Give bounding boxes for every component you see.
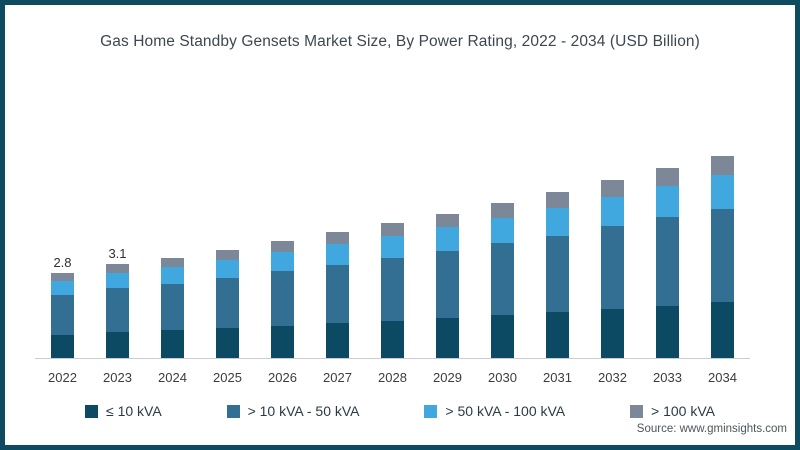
bar-segment <box>51 280 74 295</box>
bar-segment <box>161 267 184 284</box>
bar-column <box>310 128 365 358</box>
x-axis-label: 2032 <box>598 370 627 385</box>
bar-segment <box>106 263 129 273</box>
legend-label: > 100 kVA <box>651 403 715 419</box>
bar-segment <box>271 271 294 326</box>
bar-segment <box>51 294 74 335</box>
legend-item: ≤ 10 kVA <box>85 403 162 419</box>
bar-segment <box>216 250 239 261</box>
x-axis-label: 2025 <box>213 370 242 385</box>
bar-column: 3.1 <box>90 128 145 358</box>
bar-segment <box>326 323 349 358</box>
bar-segment <box>381 235 404 259</box>
bar-segment <box>216 260 239 279</box>
legend-label: > 10 kVA - 50 kVA <box>247 403 360 419</box>
bar-segment <box>601 226 624 310</box>
bar-column <box>255 128 310 358</box>
x-axis-label: 2022 <box>48 370 77 385</box>
bar-segment <box>711 302 734 358</box>
bar-segment <box>106 332 129 358</box>
bar-segment <box>51 272 74 281</box>
bar-value-label: 3.1 <box>108 245 127 261</box>
bar-segment <box>546 312 569 358</box>
x-axis-label: 2034 <box>708 370 737 385</box>
x-axis-label: 2033 <box>653 370 682 385</box>
bar-segment <box>436 318 459 358</box>
bar-segment <box>601 309 624 358</box>
bar-segment <box>656 217 679 306</box>
bar-column: 2.8 <box>35 128 90 358</box>
legend-item: > 100 kVA <box>630 403 715 419</box>
bar-value-label: 2.8 <box>53 254 72 270</box>
bar-segment <box>326 264 349 324</box>
bar-segment <box>51 334 74 358</box>
x-axis-label: 2026 <box>268 370 297 385</box>
legend-label: > 50 kVA - 100 kVA <box>445 403 566 419</box>
bar-segment <box>381 222 404 236</box>
bar-segment <box>436 227 459 252</box>
bar-segment <box>656 185 679 218</box>
x-axis-label: 2027 <box>323 370 352 385</box>
bar-segment <box>271 325 294 358</box>
legend-item: > 50 kVA - 100 kVA <box>424 403 565 419</box>
bar-column <box>420 128 475 358</box>
bar-segment <box>161 283 184 331</box>
bar-column <box>200 128 255 358</box>
x-axis-label: 2023 <box>103 370 132 385</box>
legend-swatch-icon <box>630 404 644 418</box>
bar-column <box>695 128 750 358</box>
bar-segment <box>491 203 514 218</box>
bar-segment <box>491 315 514 358</box>
bar-segment <box>106 288 129 333</box>
bar-segment <box>216 328 239 358</box>
x-axis-label: 2029 <box>433 370 462 385</box>
bar-segment <box>546 192 569 209</box>
bar-segment <box>711 208 734 303</box>
legend-swatch-icon <box>85 404 98 418</box>
bar-segment <box>436 213 459 228</box>
legend-swatch-icon <box>226 404 240 418</box>
bar-segment <box>711 175 734 209</box>
bar-column <box>640 128 695 358</box>
x-axis-label: 2028 <box>378 370 407 385</box>
bar-column <box>530 128 585 358</box>
legend-swatch-icon <box>424 404 438 418</box>
legend-item: > 10 kVA - 50 kVA <box>226 403 360 419</box>
chart-title: Gas Home Standby Gensets Market Size, By… <box>100 33 700 50</box>
bar-segment <box>546 235 569 313</box>
bar-column <box>145 128 200 358</box>
x-axis-label: 2031 <box>543 370 572 385</box>
bar-segment <box>711 155 734 176</box>
bar-segment <box>161 257 184 268</box>
plot-area: 2.8 3.1 <box>35 128 750 359</box>
bar-column <box>475 128 530 358</box>
bar-segment <box>491 243 514 316</box>
bar-segment <box>601 180 624 198</box>
x-axis-label: 2024 <box>158 370 187 385</box>
bar-segment <box>656 168 679 186</box>
legend-label: ≤ 10 kVA <box>106 403 162 419</box>
bar-segment <box>381 320 404 358</box>
bar-segment <box>216 278 239 329</box>
bar-segment <box>161 330 184 358</box>
bar-segment <box>271 252 294 272</box>
bar-segment <box>381 258 404 321</box>
bar-column <box>365 128 420 358</box>
bar-segment <box>326 243 349 265</box>
bar-segment <box>656 305 679 358</box>
bar-segment <box>326 231 349 244</box>
bar-segment <box>106 272 129 289</box>
legend: ≤ 10 kVA > 10 kVA - 50 kVA > 50 kVA - 100 … <box>85 403 715 419</box>
x-axis: 2022 2023 2024 2025 2026 2027 2028 2029 2030 2031… <box>35 370 750 385</box>
bar-segment <box>546 208 569 236</box>
x-axis-label: 2030 <box>488 370 517 385</box>
bar-segment <box>271 241 294 253</box>
bar-segment <box>491 217 514 244</box>
bar-segment <box>436 251 459 319</box>
bar-segment <box>601 197 624 227</box>
bar-column <box>585 128 640 358</box>
source-text: Source: www.gminsights.com <box>636 423 787 435</box>
